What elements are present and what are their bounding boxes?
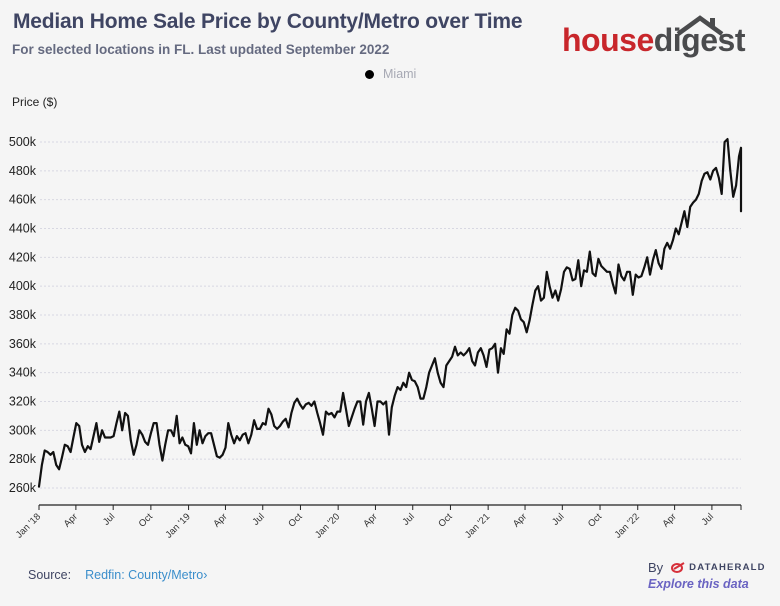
x-tick-label: Jan '20 [313, 511, 342, 540]
explore-data-link[interactable]: Explore this data [648, 577, 749, 591]
y-tick-label: 440k [9, 222, 37, 236]
y-axis-label: Price ($) [12, 95, 58, 109]
dataherald-logo-icon [671, 562, 685, 573]
chevron-right-icon[interactable]: › [203, 568, 208, 582]
x-tick-label: Jan '18 [14, 511, 43, 540]
legend: Miami [365, 67, 416, 81]
x-tick-label: Jul [101, 511, 117, 527]
y-gridlines [40, 141, 741, 489]
x-tick-label: Jan '19 [163, 511, 192, 540]
source-label: Source: [28, 568, 72, 582]
x-tick-label: Jul [700, 511, 716, 527]
y-tick-label: 380k [9, 308, 37, 322]
x-tick-label: Oct [436, 511, 454, 529]
x-axis: Jan '18 Apr Jul Oct Jan '19 Apr Jul Oct Jan '20 A… [14, 504, 742, 541]
y-tick-label: 360k [9, 337, 37, 351]
x-tick-label: Jan '22 [613, 511, 642, 540]
brand-name: DATAHERALD [689, 562, 766, 573]
y-tick-label: 320k [9, 395, 37, 409]
x-tick-label: Oct [586, 511, 604, 529]
x-tick-label: Jul [550, 511, 566, 527]
x-tick-label: Apr [211, 511, 229, 529]
chart-plot: 260k 280k 300k 320k 340k 360k 380k 400k 420k 440k… [9, 135, 743, 541]
y-tick-label: 300k [9, 423, 37, 437]
x-tick-label: Oct [137, 511, 155, 529]
y-tick-label: 460k [9, 193, 37, 207]
x-tick-label: Apr [660, 511, 678, 529]
legend-marker-miami [365, 69, 374, 79]
house-roof-icon [676, 15, 724, 36]
y-tick-label: 480k [9, 164, 37, 178]
logo-part-digest: digest [653, 22, 746, 58]
y-tick-labels: 260k 280k 300k 320k 340k 360k 380k 400k 420k 440k… [9, 135, 37, 495]
y-tick-label: 400k [9, 279, 37, 293]
source-link-text[interactable]: Redfin: County/Metro [85, 568, 204, 582]
by-label: By [648, 560, 664, 575]
x-tick-label: Jul [251, 511, 267, 527]
x-tick-label: Jul [400, 511, 416, 527]
dataherald-brand[interactable]: DATAHERALD [671, 562, 766, 573]
logo-part-house: house [562, 22, 654, 58]
logo-wordmark: housedigest [562, 22, 745, 58]
x-tick-label: Apr [361, 511, 379, 529]
legend-label-miami[interactable]: Miami [383, 67, 417, 81]
y-tick-label: 280k [9, 452, 37, 466]
y-tick-label: 340k [9, 366, 37, 380]
attribution: By DATAHERALD [648, 560, 766, 575]
y-tick-label: 500k [9, 135, 37, 149]
source-line: Source: Redfin: County/Metro› [28, 568, 207, 582]
x-tick-label: Oct [286, 511, 304, 529]
y-tick-label: 260k [9, 481, 37, 495]
housedigest-logo[interactable]: housedigest [562, 14, 772, 58]
chart-subtitle: For selected locations in FL. Last updat… [12, 42, 390, 57]
x-tick-label: Apr [511, 511, 529, 529]
series-line-miami[interactable] [37, 138, 743, 488]
x-tick-label: Apr [62, 511, 80, 529]
y-tick-label: 420k [9, 250, 37, 264]
x-tick-label: Jan '21 [463, 511, 492, 540]
chart-title: Median Home Sale Price by County/Metro o… [13, 10, 523, 33]
source-link[interactable]: Redfin: County/Metro› [85, 568, 207, 582]
